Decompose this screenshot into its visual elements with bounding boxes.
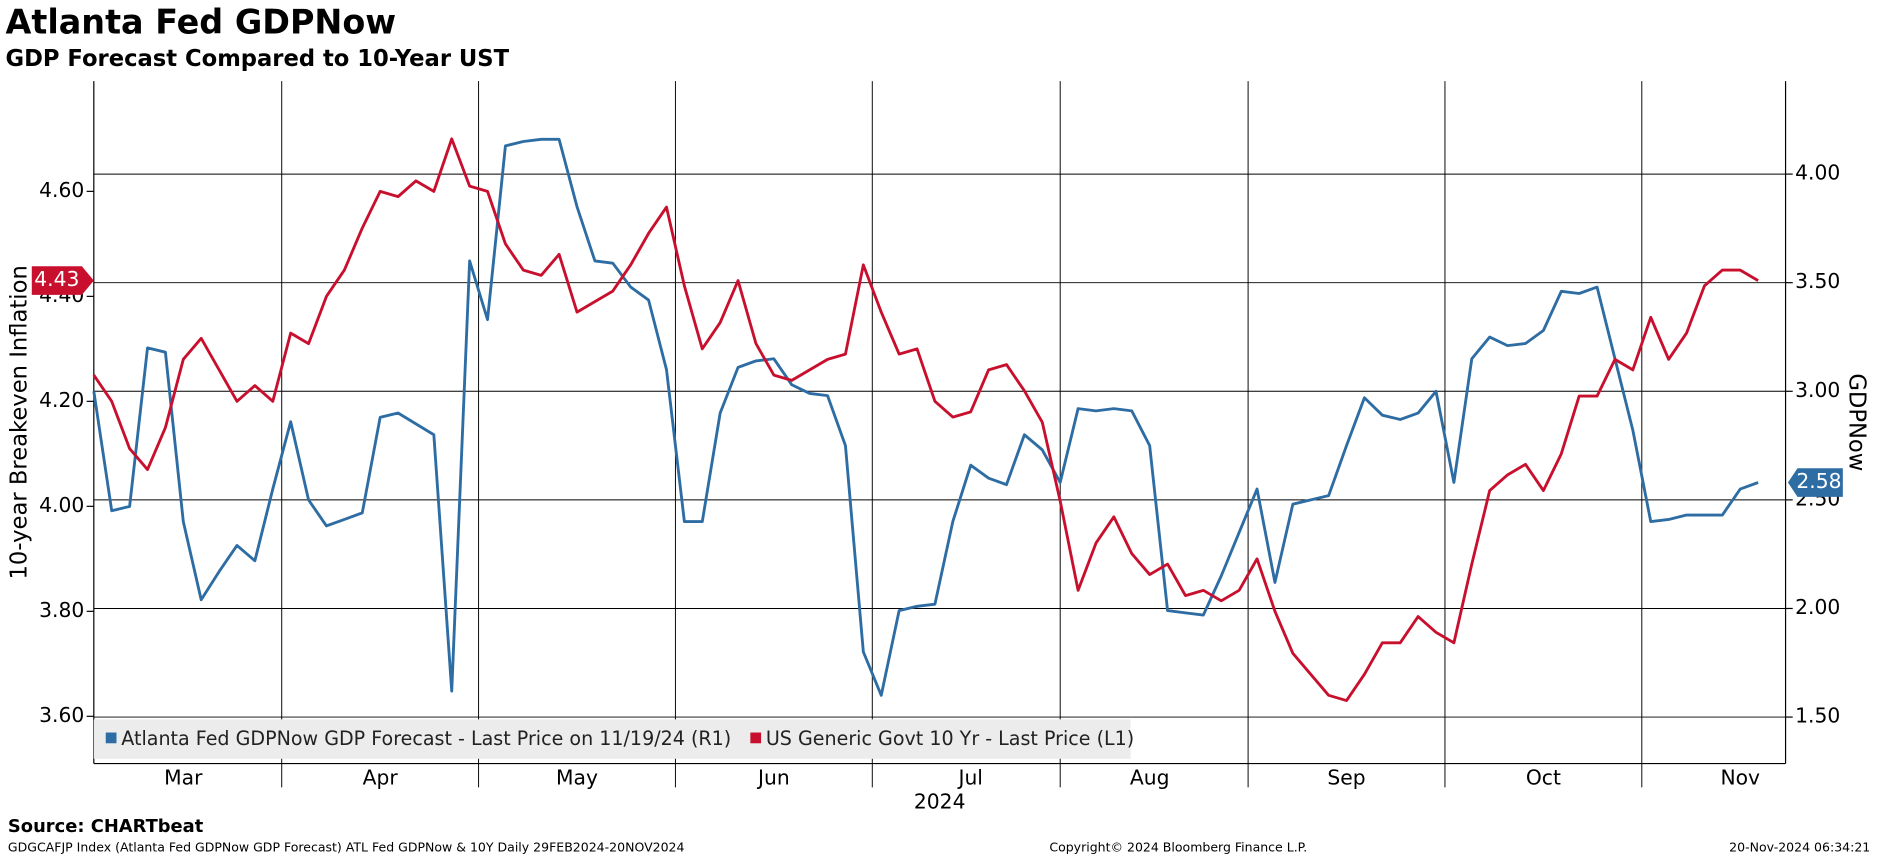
- x-tick-label: Apr: [363, 766, 399, 790]
- x-tick-label: Jul: [956, 766, 982, 790]
- legend-label: US Generic Govt 10 Yr - Last Price (L1): [766, 728, 1134, 750]
- legend-swatch: [750, 732, 762, 744]
- x-tick-label: Mar: [164, 766, 203, 790]
- footer-left: GDGCAFJP Index (Atlanta Fed GDPNow GDP F…: [8, 840, 685, 855]
- x-tick-label: May: [556, 766, 598, 790]
- series-line: [92, 137, 1759, 697]
- x-axis-label: 2024: [914, 789, 966, 813]
- y2-axis-label: GDPNow: [1843, 373, 1869, 471]
- end-callout: [31, 266, 94, 295]
- y-tick-label: 3.60: [39, 703, 84, 727]
- chart-subtitle: GDP Forecast Compared to 10-Year UST: [6, 46, 510, 72]
- end-callout: [1787, 468, 1843, 497]
- y-axis-label: 10-year Breakeven Inflation: [6, 265, 32, 579]
- source: Source: CHARTbeat: [8, 816, 204, 837]
- end-callout-label: 2.58: [1796, 469, 1841, 493]
- x-tick-label: Oct: [1526, 766, 1561, 790]
- y-tick-label: 4.60: [39, 178, 84, 202]
- legend-box: [93, 719, 1131, 759]
- footer-center: Copyright© 2024 Bloomberg Finance L.P.: [1049, 840, 1307, 855]
- end-callout-label: 4.43: [34, 267, 79, 291]
- chart-title: Atlanta Fed GDPNow: [6, 2, 397, 41]
- series-line: [92, 137, 1759, 702]
- y-tick-label: 3.80: [39, 598, 84, 622]
- y-tick-label: 4.00: [39, 493, 84, 517]
- footer-right: 20-Nov-2024 06:34:21: [1729, 840, 1870, 855]
- y-tick-label: 4.20: [39, 388, 84, 412]
- x-tick-label: Jun: [756, 766, 790, 790]
- x-tick-label: Nov: [1720, 766, 1760, 790]
- y2-tick-label: 1.50: [1795, 704, 1840, 728]
- x-tick-label: Aug: [1130, 766, 1170, 790]
- legend-swatch: [105, 732, 117, 744]
- x-tick-label: Sep: [1327, 766, 1365, 790]
- y2-tick-label: 2.00: [1795, 595, 1840, 619]
- y2-tick-label: 4.00: [1795, 161, 1840, 185]
- y2-tick-label: 3.00: [1795, 378, 1840, 402]
- y2-tick-label: 3.50: [1795, 269, 1840, 293]
- legend-label: Atlanta Fed GDPNow GDP Forecast - Last P…: [121, 728, 731, 750]
